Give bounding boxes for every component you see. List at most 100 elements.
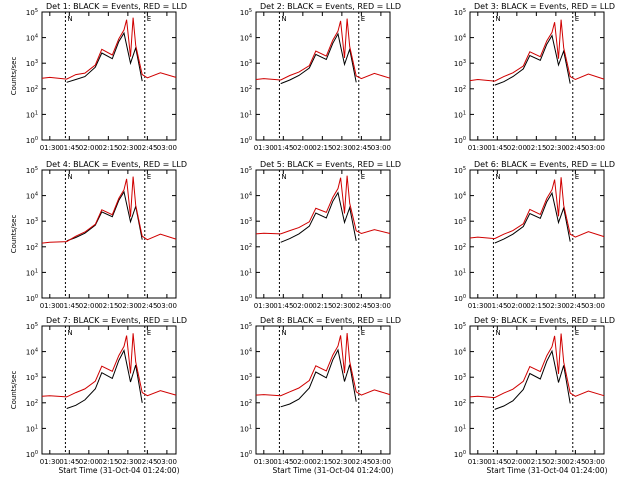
y-tick-label: 103: [240, 373, 252, 382]
x-tick-label: 02:30: [546, 144, 566, 152]
x-tick-label: 02:30: [332, 144, 352, 152]
x-tick-label: 02:00: [79, 458, 99, 466]
events-line: [494, 191, 571, 244]
plot-frame: [255, 11, 391, 141]
events-line: [66, 349, 143, 409]
interval-marker-label: E: [147, 15, 151, 23]
y-tick-label: 104: [240, 348, 252, 357]
y-tick-exponent: 5: [463, 322, 466, 328]
interval-marker-label: E: [361, 329, 365, 337]
x-tick-label: 01:30: [254, 144, 274, 152]
x-tick-label: 02:15: [526, 144, 546, 152]
y-tick-exponent: 3: [35, 59, 38, 65]
x-tick-label: 02:00: [507, 458, 527, 466]
y-axis-label: Counts/sec: [10, 57, 18, 96]
x-tick-label: 02:45: [351, 458, 371, 466]
y-tick-exponent: 3: [463, 217, 466, 223]
y-tick-exponent: 0: [249, 450, 252, 456]
y-tick-exponent: 2: [463, 399, 466, 405]
y-tick-label: 101: [454, 268, 466, 277]
x-tick-label: 02:45: [565, 458, 585, 466]
x-tick-label: 02:00: [293, 302, 313, 310]
y-tick-exponent: 3: [463, 59, 466, 65]
y-tick-exponent: 1: [249, 268, 252, 274]
y-tick-label: 103: [240, 217, 252, 226]
events-line: [66, 190, 143, 242]
y-tick-exponent: 2: [35, 85, 38, 91]
x-tick-label: 03:00: [585, 458, 605, 466]
y-tick-exponent: 0: [249, 136, 252, 142]
y-tick-label: 103: [26, 217, 38, 226]
x-tick-label: 01:45: [59, 458, 79, 466]
y-tick-label: 103: [240, 59, 252, 68]
events-line: [280, 32, 357, 85]
x-tick-label: 02:45: [137, 302, 157, 310]
lld-line: [41, 333, 177, 398]
interval-marker-label: E: [147, 173, 151, 181]
y-tick-label: 105: [240, 8, 252, 17]
y-tick-exponent: 3: [463, 373, 466, 379]
y-tick-exponent: 2: [249, 85, 252, 91]
x-tick-label: 03:00: [371, 458, 391, 466]
x-tick-label: 01:30: [468, 302, 488, 310]
plot-frame: [255, 325, 391, 455]
y-tick-label: 105: [454, 8, 466, 17]
x-axis-label: Start Time (31-Oct-04 01:24:00): [486, 466, 607, 475]
y-tick-label: 101: [26, 268, 38, 277]
x-tick-label: 03:00: [371, 144, 391, 152]
y-tick-exponent: 3: [249, 59, 252, 65]
y-tick-label: 103: [454, 373, 466, 382]
x-axis-label: Start Time (31-Oct-04 01:24:00): [272, 466, 393, 475]
y-tick-exponent: 3: [35, 373, 38, 379]
y-tick-exponent: 2: [463, 85, 466, 91]
x-tick-label: 02:30: [546, 302, 566, 310]
y-tick-exponent: 1: [249, 110, 252, 116]
y-tick-exponent: 4: [35, 34, 38, 40]
x-tick-label: 02:00: [293, 458, 313, 466]
y-tick-label: 102: [26, 243, 38, 252]
y-tick-label: 101: [240, 424, 252, 433]
events-line: [494, 349, 571, 410]
y-tick-exponent: 0: [35, 136, 38, 142]
interval-marker-label: E: [361, 173, 365, 181]
lld-line: [41, 17, 177, 80]
x-tick-label: 02:00: [79, 144, 99, 152]
events-line: [494, 34, 571, 86]
x-tick-label: 01:45: [487, 302, 507, 310]
x-tick-label: 02:30: [546, 458, 566, 466]
y-tick-exponent: 5: [35, 166, 38, 172]
y-tick-exponent: 0: [249, 294, 252, 300]
interval-marker-label: E: [575, 15, 579, 23]
y-tick-exponent: 2: [35, 399, 38, 405]
panel-title: Det 5: BLACK = Events, RED = LLD: [260, 160, 401, 169]
x-tick-label: 01:45: [487, 458, 507, 466]
interval-marker-label: N: [67, 173, 72, 181]
y-axis-label: Counts/sec: [10, 371, 18, 410]
y-tick-exponent: 5: [35, 8, 38, 14]
events-line: [66, 31, 143, 83]
y-tick-exponent: 1: [35, 268, 38, 274]
x-tick-label: 02:45: [565, 144, 585, 152]
y-tick-label: 100: [26, 450, 38, 459]
y-axis-label: Counts/sec: [10, 215, 18, 254]
x-tick-label: 02:15: [98, 302, 118, 310]
y-tick-exponent: 4: [249, 34, 252, 40]
y-tick-exponent: 0: [35, 450, 38, 456]
y-tick-label: 104: [454, 348, 466, 357]
x-tick-label: 02:45: [137, 458, 157, 466]
x-tick-label: 02:30: [332, 302, 352, 310]
y-tick-exponent: 4: [35, 192, 38, 198]
x-tick-label: 02:15: [526, 302, 546, 310]
y-tick-label: 104: [240, 192, 252, 201]
plot-frame: [41, 169, 177, 299]
y-tick-label: 101: [240, 110, 252, 119]
interval-marker-label: E: [361, 15, 365, 23]
panel-title: Det 9: BLACK = Events, RED = LLD: [474, 316, 615, 325]
x-tick-label: 02:00: [293, 144, 313, 152]
x-tick-label: 02:15: [98, 458, 118, 466]
y-tick-label: 104: [26, 192, 38, 201]
